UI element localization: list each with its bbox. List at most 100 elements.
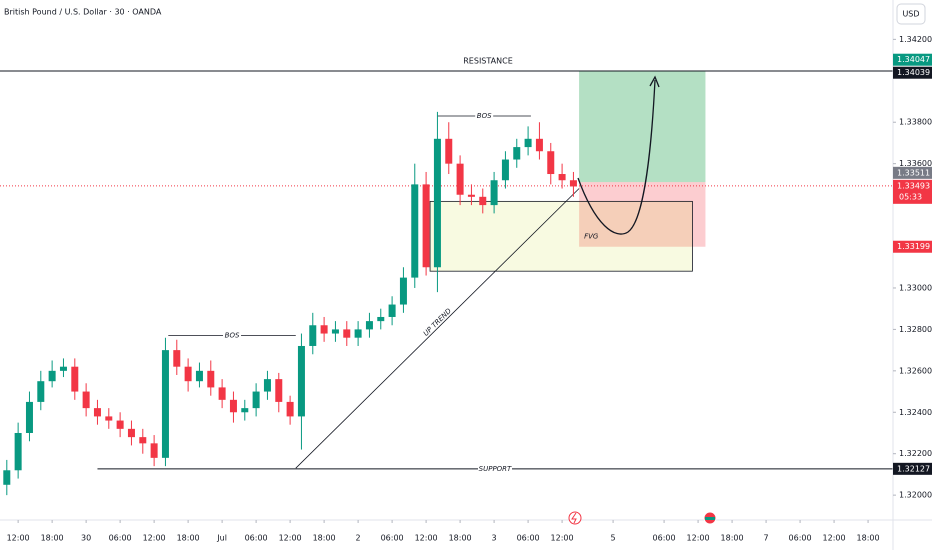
candle-body [93, 408, 101, 417]
x-tick-label: 18:00 [177, 534, 200, 543]
candle-body [513, 147, 521, 160]
x-tick-label: 06:00 [245, 534, 268, 543]
candle-body [275, 379, 283, 402]
candle-body [411, 184, 419, 278]
candle-body [354, 329, 362, 338]
price-tag-label: 1.34047 [897, 55, 930, 64]
currency-button[interactable] [896, 3, 926, 25]
y-tick-label: 1.32200 [899, 449, 932, 458]
candle-body [286, 401, 294, 417]
candle-body [139, 437, 147, 444]
x-tick-label: 30 [81, 534, 91, 543]
candle-body [82, 391, 90, 409]
candle-body [229, 399, 237, 413]
y-tick-label: 1.32800 [899, 325, 932, 334]
x-tick-label: 3 [492, 534, 497, 543]
x-tick-label: 06:00 [109, 534, 132, 543]
candle-body [569, 180, 577, 187]
x-tick-label: 06:00 [789, 534, 812, 543]
x-tick-label: 18:00 [41, 534, 64, 543]
candle-body [490, 180, 498, 206]
y-tick-label: 1.32400 [899, 408, 932, 417]
y-tick-label: 1.33600 [899, 159, 932, 168]
price-tag [893, 179, 932, 204]
candle-body [218, 387, 226, 400]
candle-body [547, 151, 555, 175]
candle-body [445, 138, 453, 164]
candle-body [309, 325, 317, 346]
candle-body [524, 138, 532, 148]
candle-body [71, 366, 79, 392]
price-tag-label: 1.33199 [897, 242, 930, 251]
x-tick-label: 12:00 [687, 534, 710, 543]
candle-body [105, 416, 113, 421]
candle-body [161, 350, 169, 458]
x-tick-label: 12:00 [415, 534, 438, 543]
y-tick-label: 1.32600 [899, 366, 932, 375]
candle-body [467, 194, 475, 197]
candle-body [184, 366, 192, 382]
candle-body [388, 304, 396, 317]
x-tick-label: 12:00 [279, 534, 302, 543]
bos-label: BOS [477, 112, 492, 120]
candle-body [501, 159, 509, 181]
candle-body [252, 391, 260, 409]
fvg-zone [429, 200, 693, 272]
event-flag-stripe [705, 517, 715, 520]
bos-label-bg [475, 111, 494, 122]
price-tag [893, 240, 932, 253]
x-tick-label: 18:00 [449, 534, 472, 543]
countdown-label: 05:33 [899, 192, 922, 201]
currency-label[interactable]: USD [902, 10, 919, 19]
candle-body [116, 420, 124, 429]
candle-body [399, 277, 407, 305]
support-label: SUPPORT [479, 465, 512, 473]
x-tick-label: 06:00 [381, 534, 404, 543]
candle-body [365, 321, 373, 330]
candle-body [535, 138, 543, 152]
candle-body [297, 345, 305, 417]
trend-line [295, 188, 580, 469]
candle-body [14, 432, 22, 471]
x-tick-label: 12:00 [823, 534, 846, 543]
price-tag-label: 1.34039 [897, 68, 930, 77]
y-tick-label: 1.32000 [899, 491, 932, 500]
event-icon[interactable] [568, 511, 582, 525]
candle-body [558, 174, 566, 181]
projection-arrowhead [649, 75, 660, 88]
candle-body [456, 163, 464, 195]
price-tag-label: 1.33493 [897, 181, 930, 190]
price-tag [893, 66, 932, 79]
candle-body [59, 366, 67, 371]
projection-curve [577, 79, 656, 235]
candle-body [127, 428, 135, 438]
y-tick-label: 1.33000 [899, 283, 932, 292]
price-tag [893, 53, 932, 66]
candle-body [479, 196, 487, 206]
support-label-bg [478, 463, 512, 474]
x-tick-label: 06:00 [653, 534, 676, 543]
x-tick-label: Jul [216, 534, 227, 543]
x-tick-label: 18:00 [857, 534, 880, 543]
candle-body [377, 316, 385, 322]
candle-body [173, 350, 181, 367]
resistance-label: RESISTANCE [463, 57, 513, 66]
y-tick-label: 1.33800 [899, 118, 932, 127]
candle-body [343, 329, 351, 338]
candle-body [422, 184, 430, 268]
x-tick-label: 18:00 [313, 534, 336, 543]
x-tick-label: 18:00 [721, 534, 744, 543]
candle-body [195, 370, 203, 382]
y-tick-label: 1.34200 [899, 35, 932, 44]
price-tag-label: 1.32127 [897, 464, 930, 473]
x-tick-label: 06:00 [517, 534, 540, 543]
bos-label-bg [223, 330, 242, 341]
candle-body [3, 470, 11, 485]
price-tag [893, 166, 932, 179]
price-tag-label: 1.33511 [897, 168, 930, 177]
candle-body [207, 370, 215, 388]
x-tick-label: 12:00 [551, 534, 574, 543]
x-tick-label: 5 [611, 534, 616, 543]
